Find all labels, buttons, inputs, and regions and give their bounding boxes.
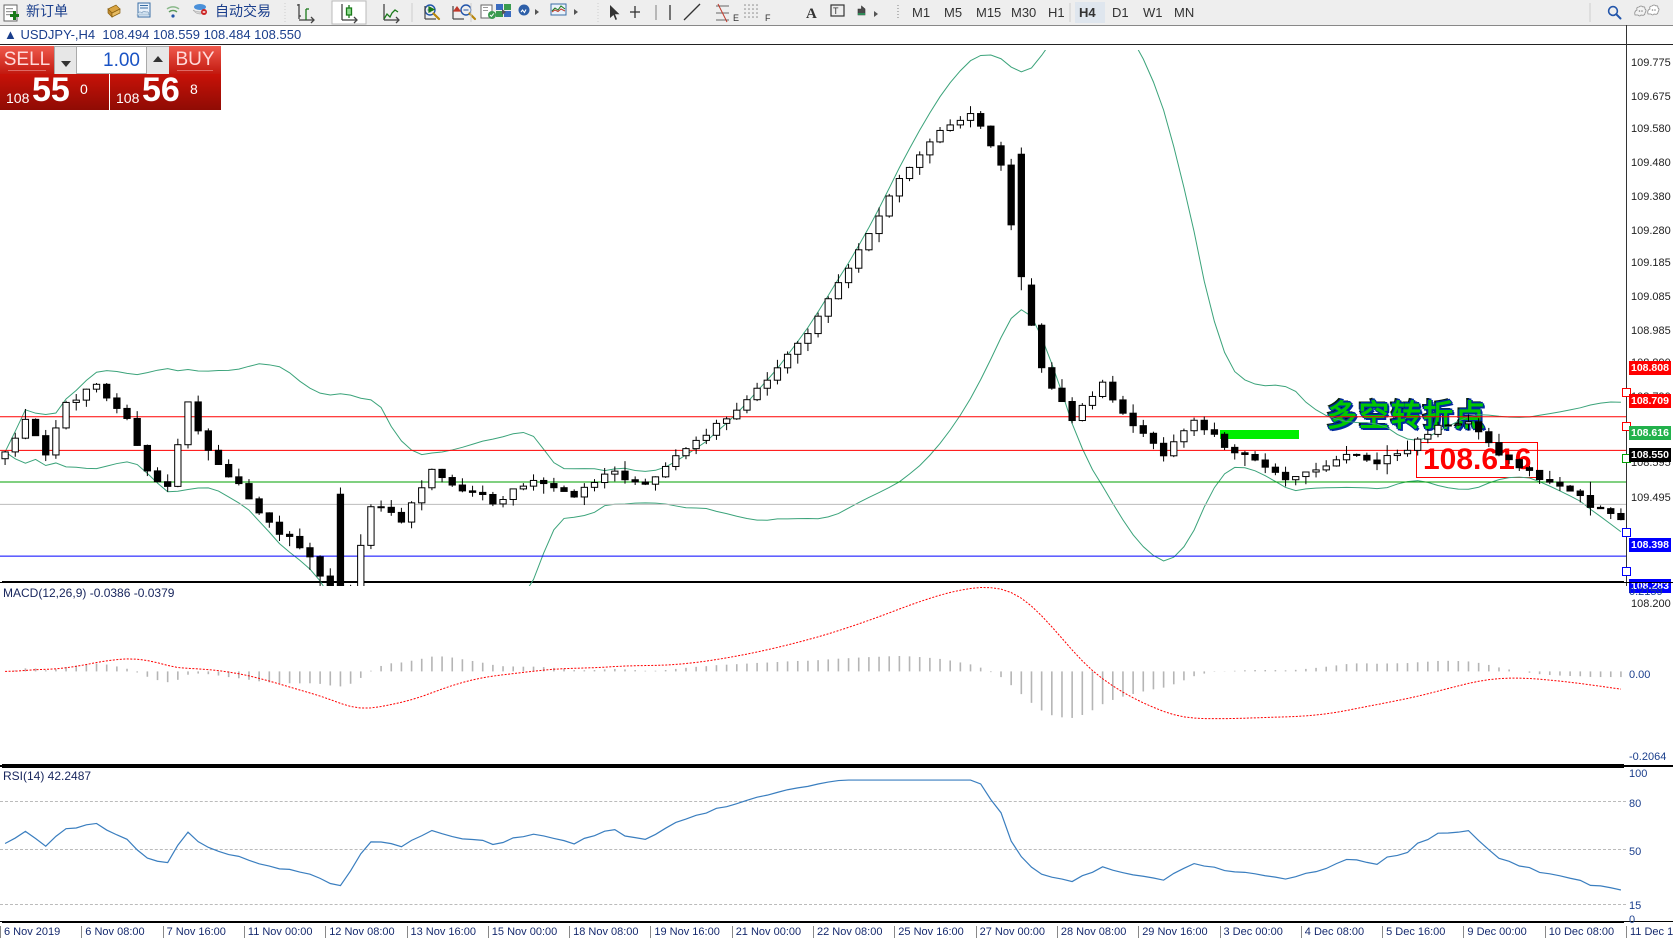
- svg-text:W1: W1: [1143, 5, 1163, 20]
- svg-text:F: F: [765, 13, 771, 23]
- svg-text:M1: M1: [912, 5, 930, 20]
- svg-text:H4: H4: [1079, 5, 1096, 20]
- svg-text:新订单: 新订单: [26, 3, 68, 19]
- svg-text:M30: M30: [1011, 5, 1036, 20]
- svg-text:MN: MN: [1174, 5, 1194, 20]
- svg-text:M15: M15: [976, 5, 1001, 20]
- svg-text:D1: D1: [1112, 5, 1129, 20]
- svg-text:H1: H1: [1048, 5, 1065, 20]
- svg-text:A: A: [806, 6, 817, 22]
- svg-text:自动交易: 自动交易: [215, 3, 271, 19]
- svg-text:M5: M5: [944, 5, 962, 20]
- svg-text:E: E: [733, 13, 739, 23]
- svg-text:T: T: [833, 6, 839, 16]
